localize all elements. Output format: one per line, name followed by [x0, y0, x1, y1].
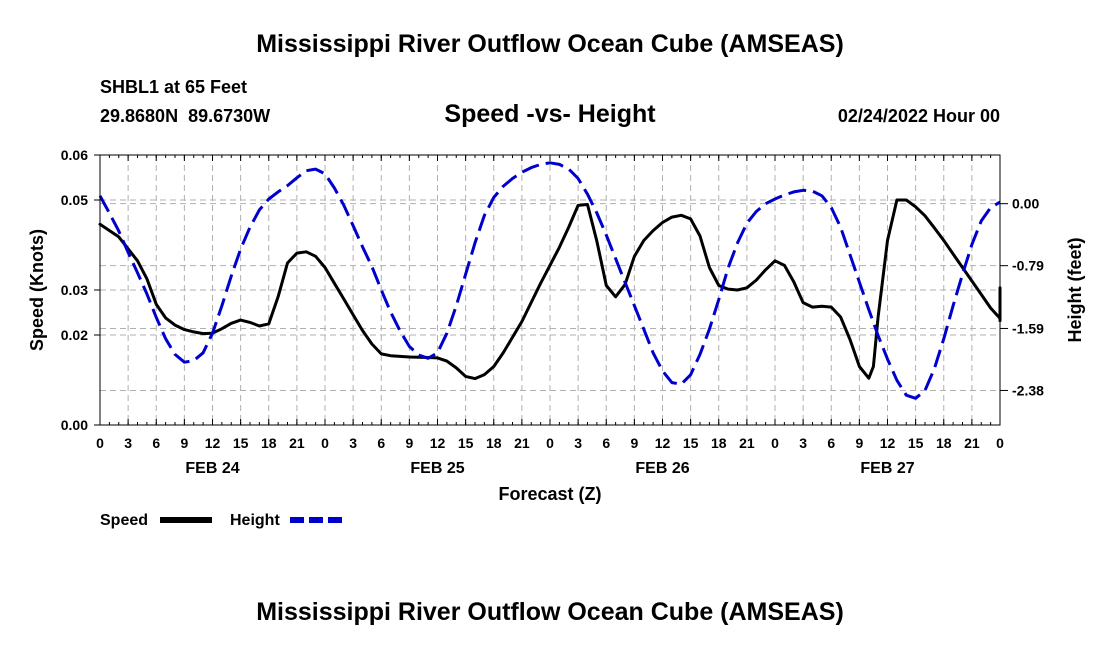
x-tick-label: 6	[827, 435, 835, 451]
x-tick-label: 0	[996, 435, 1004, 451]
x-tick-label: 18	[261, 435, 277, 451]
y2-tick-label: -2.38	[1012, 382, 1044, 398]
x-tick-label: 6	[377, 435, 385, 451]
x-tick-label: 21	[289, 435, 305, 451]
x-tick-label: 12	[205, 435, 221, 451]
x-tick-label: 3	[799, 435, 807, 451]
x-tick-label: 9	[405, 435, 413, 451]
date-label: FEB 27	[860, 460, 914, 477]
axes: 0 3 6 9 12 15 18 21 0 3 6 9 12 15 18 21 0 3 6 9 12 15 18 21 0 3 6 9…	[61, 147, 1044, 477]
x-tick-label: 15	[908, 435, 924, 451]
x-tick-label: 12	[880, 435, 896, 451]
date-label: FEB 25	[410, 460, 464, 477]
x-axis-label: Forecast (Z)	[498, 484, 601, 504]
y2-axis-label: Height (feet)	[1065, 238, 1085, 343]
y-tick-label: 0.03	[61, 282, 88, 298]
y-tick-label: 0.02	[61, 327, 88, 343]
y-tick-label: 0.06	[61, 147, 88, 163]
footer-title: Mississippi River Outflow Ocean Cube (AM…	[256, 598, 844, 626]
x-tick-label: 21	[514, 435, 530, 451]
y-tick-label: 0.00	[61, 417, 88, 433]
x-tick-label: 12	[655, 435, 671, 451]
x-tick-label: 6	[152, 435, 160, 451]
x-tick-label: 9	[855, 435, 863, 451]
y-tick-label: 0.05	[61, 192, 88, 208]
chart-subtitle: Speed -vs- Height	[444, 100, 656, 128]
x-tick-label: 15	[233, 435, 249, 451]
legend: Speed Height	[100, 512, 342, 529]
x-tick-label: 18	[486, 435, 502, 451]
speed-height-chart: 0 3 6 9 12 15 18 21 0 3 6 9 12 15 18 21 0 3 6 9 12 15 18 21 0 3 6 9…	[27, 147, 1085, 529]
x-tick-label: 21	[739, 435, 755, 451]
x-tick-label: 0	[321, 435, 329, 451]
station-label: SHBL1 at 65 Feet	[100, 77, 248, 97]
x-tick-label: 0	[771, 435, 779, 451]
x-tick-label: 3	[574, 435, 582, 451]
grid-lines	[99, 155, 1001, 425]
x-tick-label: 15	[683, 435, 699, 451]
x-tick-label: 0	[546, 435, 554, 451]
series-layer	[98, 161, 1002, 400]
x-tick-label: 18	[711, 435, 727, 451]
legend-height-label: Height	[230, 512, 280, 529]
page-title: Mississippi River Outflow Ocean Cube (AM…	[256, 30, 844, 58]
x-tick-label: 6	[602, 435, 610, 451]
forecast-datetime: 02/24/2022 Hour 00	[837, 106, 1000, 126]
height-series-line	[98, 161, 1001, 400]
x-tick-label: 21	[964, 435, 980, 451]
y2-tick-label: -0.79	[1012, 258, 1044, 274]
x-tick-label: 12	[430, 435, 446, 451]
x-tick-label: 18	[936, 435, 952, 451]
x-tick-label: 3	[124, 435, 132, 451]
y2-tick-label: 0.00	[1012, 196, 1039, 212]
speed-series-line	[98, 198, 1002, 381]
y-axis-label: Speed (Knots)	[27, 229, 47, 351]
y2-tick-label: -1.59	[1012, 320, 1044, 336]
x-tick-label: 15	[458, 435, 474, 451]
x-tick-label: 3	[349, 435, 357, 451]
legend-speed-label: Speed	[100, 512, 148, 529]
x-tick-label: 0	[96, 435, 104, 451]
date-label: FEB 26	[635, 460, 689, 477]
x-tick-label: 9	[630, 435, 638, 451]
coordinates-label: 29.8680N 89.6730W	[100, 106, 271, 126]
date-label: FEB 24	[185, 460, 239, 477]
x-tick-label: 9	[180, 435, 188, 451]
